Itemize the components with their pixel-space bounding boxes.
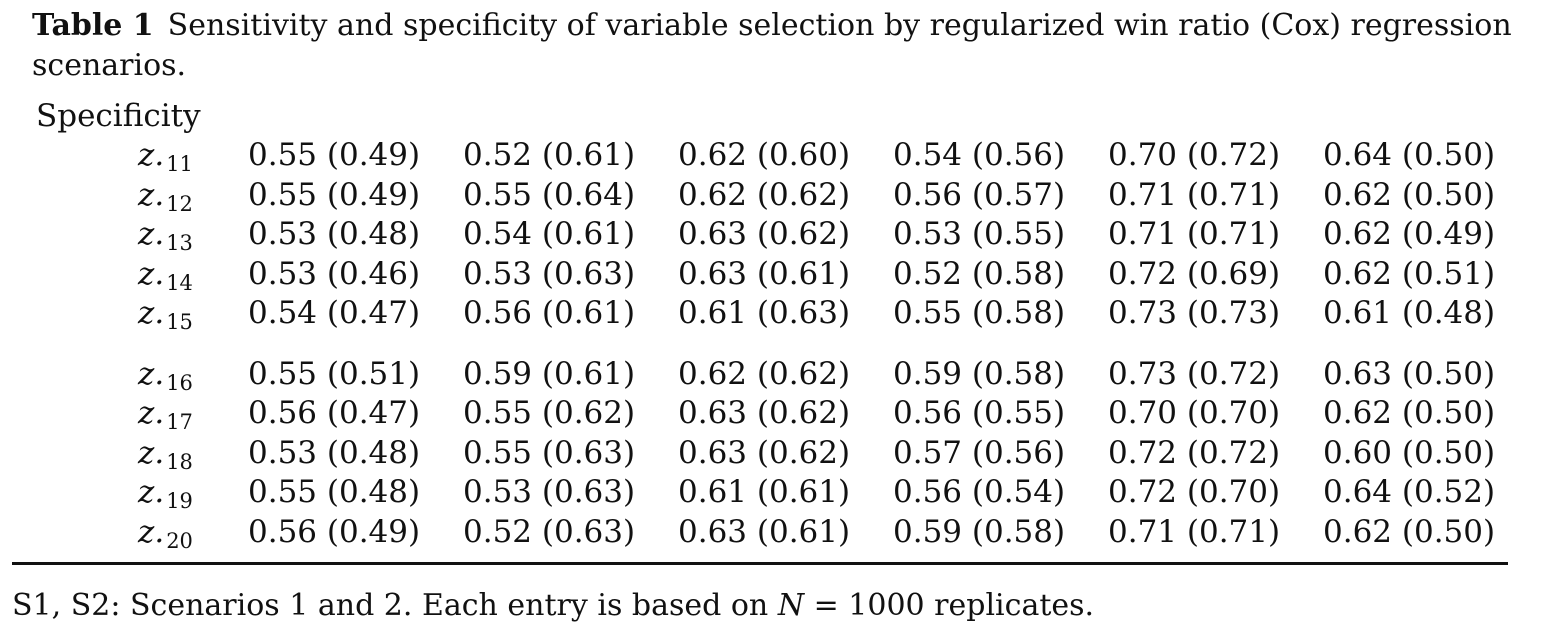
table-cell: 0.52 (0.58) [893,255,1066,292]
table-cell: 0.57 (0.56) [893,434,1066,471]
table-row: z.15 0.54 (0.47) 0.56 (0.61) 0.61 (0.63)… [0,293,1549,334]
table-cell: 0.55 (0.62) [463,395,636,431]
table-cell: 0.72 (0.70) [1108,474,1281,510]
table-cell: 0.52 (0.61) [463,137,636,173]
table-cell: 0.61 (0.63) [678,295,851,331]
row-variable: z.13 [138,216,193,255]
row-variable: z.17 [138,395,193,434]
table-cell: 0.70 (0.70) [1108,395,1281,431]
table-cell: 0.54 (0.61) [463,216,636,252]
table-cell: 0.52 (0.63) [463,513,636,550]
row-variable: z.12 [138,176,193,216]
caption-text-line1: Sensitivity and specificity of variable … [167,8,1512,43]
section-title-specificity: Specificity [36,98,201,134]
table-cell: 0.55 (0.58) [893,295,1066,331]
table-cell: 0.63 (0.61) [678,513,851,550]
table-row: z.20 0.56 (0.49) 0.52 (0.63) 0.63 (0.61)… [0,512,1549,553]
table-cell: 0.60 (0.50) [1323,434,1496,471]
table-cell: 0.62 (0.50) [1323,176,1496,213]
table-cell: 0.54 (0.47) [248,295,421,331]
table-row: z.17 0.56 (0.47) 0.55 (0.62) 0.63 (0.62)… [0,393,1549,434]
table-cell: 0.59 (0.61) [463,355,636,392]
table-cell: 0.71 (0.71) [1108,216,1281,252]
table-cell: 0.72 (0.69) [1108,255,1281,292]
table-cell: 0.73 (0.72) [1108,355,1281,392]
table-cell: 0.56 (0.54) [893,474,1066,510]
table-cell: 0.63 (0.62) [678,216,851,252]
table-row: z.19 0.55 (0.48) 0.53 (0.63) 0.61 (0.61)… [0,472,1549,513]
table-cell: 0.59 (0.58) [893,355,1066,392]
row-variable: z.15 [138,295,193,334]
table-cell: 0.53 (0.48) [248,434,421,471]
table-cell: 0.62 (0.51) [1323,255,1496,292]
table-cell: 0.62 (0.50) [1323,395,1496,431]
table-cell: 0.55 (0.63) [463,434,636,471]
table-row: z.13 0.53 (0.48) 0.54 (0.61) 0.63 (0.62)… [0,214,1549,255]
table-cell: 0.53 (0.46) [248,255,421,292]
table-cell: 0.56 (0.55) [893,395,1066,431]
table-cell: 0.63 (0.50) [1323,355,1496,392]
footnote-n-symbol: N [777,588,805,623]
table-cell: 0.55 (0.48) [248,474,421,510]
table-cell: 0.56 (0.49) [248,513,421,550]
table-cell: 0.59 (0.58) [893,513,1066,550]
table-cell: 0.53 (0.63) [463,474,636,510]
table-cell: 0.62 (0.60) [678,137,851,173]
table-bottom-rule [12,562,1508,565]
table-cell: 0.71 (0.71) [1108,513,1281,550]
table-row: z.11 0.55 (0.49) 0.52 (0.61) 0.62 (0.60)… [0,135,1549,176]
footnote-text: S1, S2: Scenarios 1 and 2. Each entry is… [12,588,769,623]
row-variable: z.19 [138,474,193,513]
table-cell: 0.63 (0.62) [678,434,851,471]
table-cell: 0.64 (0.52) [1323,474,1496,510]
table-cell: 0.54 (0.56) [893,137,1066,173]
table-body: z.11 0.55 (0.49) 0.52 (0.61) 0.62 (0.60)… [0,135,1549,553]
table-cell: 0.53 (0.55) [893,216,1066,252]
table-cell: 0.56 (0.61) [463,295,636,331]
table-row: z.14 0.53 (0.46) 0.53 (0.63) 0.63 (0.61)… [0,254,1549,295]
table-cell: 0.53 (0.63) [463,255,636,292]
table-row: z.18 0.53 (0.48) 0.55 (0.63) 0.63 (0.62)… [0,433,1549,474]
row-variable: z.11 [138,137,193,176]
table-row: z.12 0.55 (0.49) 0.55 (0.64) 0.62 (0.62)… [0,175,1549,216]
row-variable: z.14 [138,255,193,295]
table-cell: 0.70 (0.72) [1108,137,1281,173]
table-cell: 0.61 (0.61) [678,474,851,510]
table-cell: 0.62 (0.62) [678,176,851,213]
table-cell: 0.53 (0.48) [248,216,421,252]
table-label: Table 1 [32,8,154,43]
table-cell: 0.63 (0.62) [678,395,851,431]
row-variable: z.18 [138,434,193,474]
table-row: z.16 0.55 (0.51) 0.59 (0.61) 0.62 (0.62)… [0,354,1549,395]
footnote-text-end: = 1000 replicates. [813,588,1095,623]
table-cell: 0.73 (0.73) [1108,295,1281,331]
table-cell: 0.56 (0.47) [248,395,421,431]
row-variable: z.16 [138,355,193,395]
table-cell: 0.72 (0.72) [1108,434,1281,471]
table-cell: 0.55 (0.51) [248,355,421,392]
table-cell: 0.55 (0.49) [248,137,421,173]
table-cell: 0.61 (0.48) [1323,295,1496,331]
table-cell: 0.63 (0.61) [678,255,851,292]
table-cell: 0.62 (0.62) [678,355,851,392]
table-cell: 0.64 (0.50) [1323,137,1496,173]
table-cell: 0.62 (0.49) [1323,216,1496,252]
table-footnote: S1, S2: Scenarios 1 and 2. Each entry is… [12,586,1094,626]
table-caption: Table 1 Sensitivity and specificity of va… [32,6,1542,86]
caption-text-line2: scenarios. [32,48,187,83]
table-cell: 0.55 (0.49) [248,176,421,213]
row-variable: z.20 [138,513,193,553]
table-cell: 0.55 (0.64) [463,176,636,213]
table-cell: 0.56 (0.57) [893,176,1066,213]
table-cell: 0.71 (0.71) [1108,176,1281,213]
table-cell: 0.62 (0.50) [1323,513,1496,550]
